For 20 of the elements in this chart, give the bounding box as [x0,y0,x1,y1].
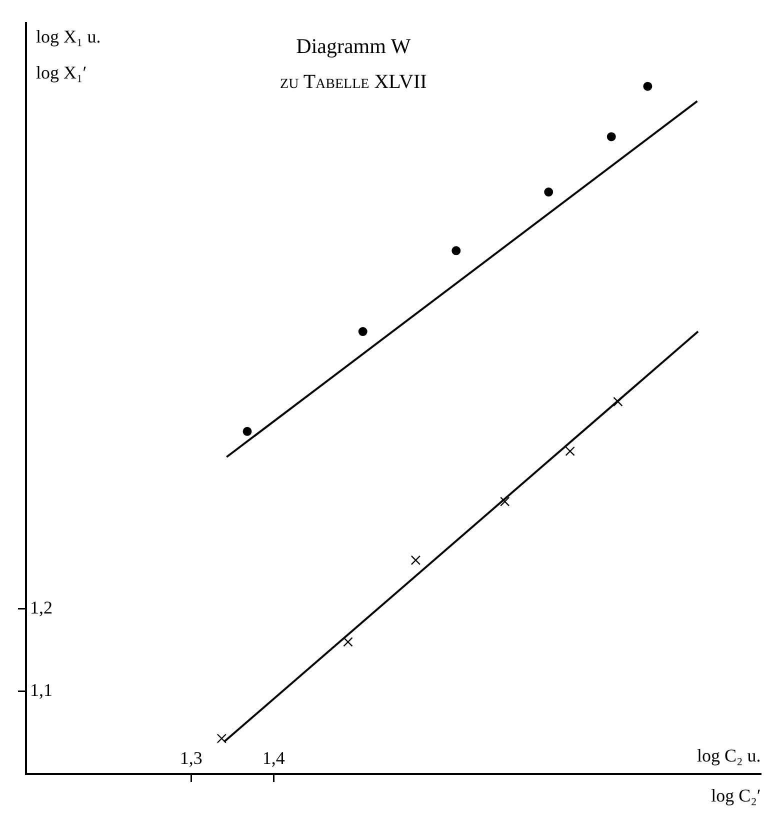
x-tick-label: 1,4 [262,748,285,768]
point [565,446,575,456]
text: Diagramm W [296,34,411,58]
point [613,396,623,407]
point [544,188,554,197]
point [358,327,368,336]
x-tick-label: 1,3 [180,748,202,768]
point [452,246,461,256]
point [242,426,252,436]
point [500,496,510,506]
text: zu Tabelle XLVII [280,71,427,94]
y-tick-label: 1,1 [30,680,52,700]
point [606,132,616,142]
x-axis-title: log C₂ u. log C₂′ [697,746,761,806]
y-tick-label: 1,2 [30,598,52,618]
point [643,82,652,91]
point [410,555,421,566]
y-axis-title: log X₁ u. log X₁′ [36,26,101,83]
point [343,637,353,647]
point [216,734,227,744]
